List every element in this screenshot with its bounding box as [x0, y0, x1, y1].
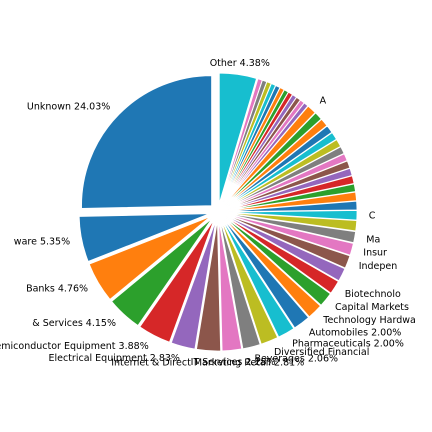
- pie-slice: [78, 213, 210, 262]
- pie-slice: [219, 220, 261, 350]
- pie-slice: [226, 213, 357, 244]
- pie-slice: [223, 218, 321, 318]
- pie-slice: [225, 146, 345, 209]
- pie-slice: [225, 132, 337, 208]
- pie-slice: [226, 212, 358, 232]
- slice-label: ware 5.35%: [14, 237, 70, 248]
- pie-slice: [196, 220, 222, 352]
- slice-label: Technology Hardwa: [322, 315, 416, 326]
- slice-label: Pharmaceuticals 2.00%: [292, 338, 404, 349]
- slice-label: Internet & Direct Marketing Retail 2.81%: [111, 357, 304, 368]
- pie-slice: [226, 167, 353, 210]
- pie-slice: [225, 216, 339, 294]
- slice-label: Automobiles 2.00%: [309, 327, 401, 338]
- slice-label: Capital Markets: [335, 302, 409, 313]
- slice-label: Insur: [363, 247, 387, 258]
- slice-label: Indepen: [359, 261, 398, 272]
- pie-slice: [218, 220, 243, 352]
- pie-slice: [218, 72, 257, 204]
- slice-label: Diversified Financial: [274, 347, 369, 358]
- pie-slice: [224, 125, 333, 207]
- pie-slice: [225, 139, 342, 208]
- pie-slice: [224, 217, 331, 306]
- slice-label: Banks 4.76%: [26, 284, 88, 295]
- slice-label: & Services 4.15%: [32, 318, 116, 329]
- slice-label: C: [369, 211, 376, 222]
- pie-slice: [226, 191, 357, 212]
- slice-label: Biotechnolo: [345, 289, 401, 300]
- pie-slice: [223, 102, 309, 206]
- slice-label: A: [320, 96, 327, 107]
- slice-label: Other 4.38%: [210, 58, 270, 69]
- pie-slice: [225, 215, 346, 282]
- pie-slice: [226, 153, 348, 209]
- pie-slice: [226, 175, 355, 211]
- pie-slice: [88, 216, 211, 300]
- pie-slice: [226, 200, 358, 212]
- pie-slice: [226, 160, 351, 210]
- slice-label: Beverages 2.06%: [254, 353, 338, 364]
- pie-slice: [111, 218, 213, 327]
- pie-slice: [223, 218, 310, 329]
- slice-label: Unknown 24.03%: [27, 101, 110, 112]
- slice-label: Electrical Equipment 2.83%: [49, 353, 180, 364]
- pie-slice: [224, 112, 322, 207]
- pie-slice: [170, 220, 217, 350]
- pie-slice: [224, 118, 328, 207]
- slice-label: IT Services 2.28%: [191, 357, 276, 368]
- pie-slice: [220, 220, 279, 345]
- pie-slice: [226, 183, 356, 211]
- slice-label: Semiconductor Equipment 3.88%: [0, 341, 149, 352]
- pie-slice: [226, 214, 354, 256]
- pie-slice: [222, 219, 295, 338]
- pie-slice: [226, 210, 358, 221]
- pie-slice: [139, 219, 215, 343]
- pie-slice: [81, 75, 212, 209]
- slice-label: Ma: [366, 234, 380, 245]
- pie-slice: [226, 214, 351, 269]
- pie-slice: [223, 105, 316, 206]
